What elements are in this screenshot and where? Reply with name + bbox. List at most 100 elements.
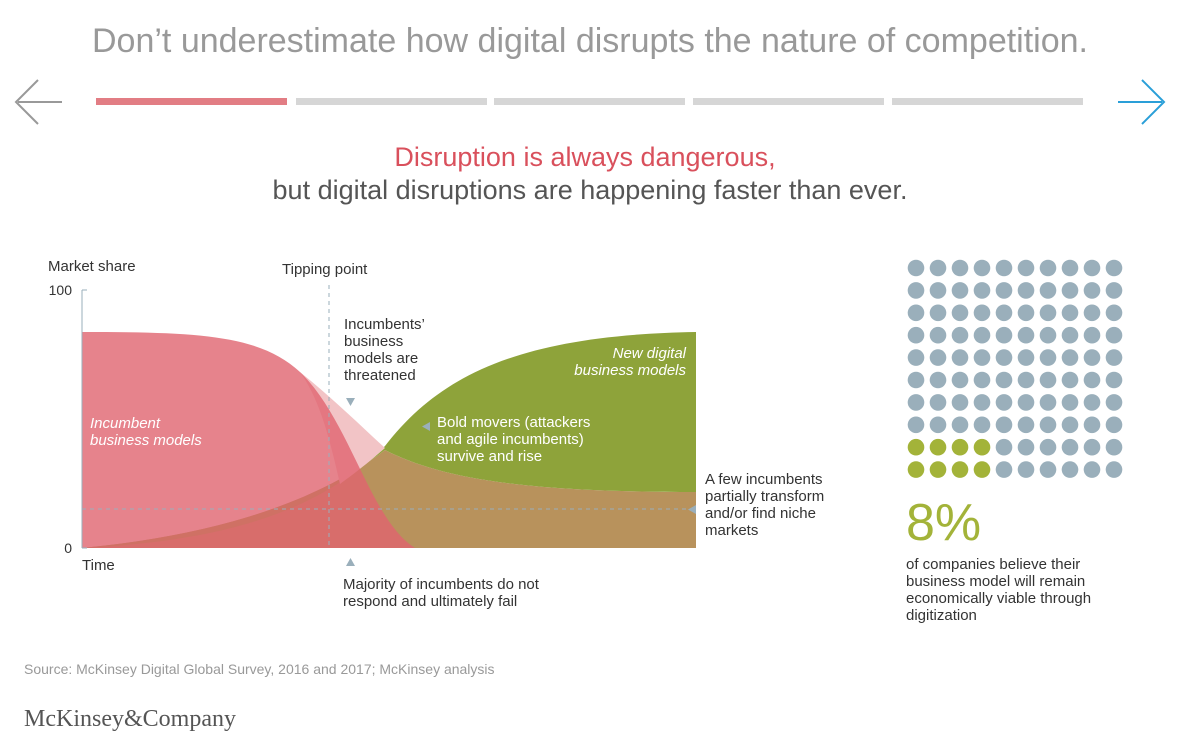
dot <box>951 438 969 456</box>
dot <box>1039 326 1057 344</box>
dot <box>995 371 1013 389</box>
dot <box>995 259 1013 277</box>
dot <box>1017 371 1035 389</box>
chart-areas <box>82 332 696 548</box>
dot <box>1105 282 1123 299</box>
dot <box>1083 371 1101 389</box>
dot <box>1105 438 1123 456</box>
dot <box>995 349 1013 366</box>
dot <box>1105 371 1123 389</box>
dot <box>951 349 969 366</box>
dot <box>973 371 991 389</box>
dot <box>929 416 947 434</box>
dot <box>907 394 925 411</box>
stat-value: 8% <box>906 494 981 552</box>
progress <box>96 98 1083 105</box>
stat-text: economically viable through <box>906 590 1091 607</box>
dot <box>1017 461 1035 478</box>
dot <box>907 326 925 344</box>
dot <box>1039 394 1057 411</box>
annotation: models are <box>344 350 418 367</box>
annotation: business <box>344 333 403 350</box>
dot <box>1017 438 1035 456</box>
dot <box>1083 438 1101 456</box>
dot <box>1061 326 1079 344</box>
dot <box>995 394 1013 411</box>
dot <box>1039 438 1057 456</box>
dot <box>1083 326 1101 344</box>
dot <box>951 326 969 344</box>
dot <box>951 371 969 389</box>
dot <box>1039 416 1057 434</box>
dot <box>929 394 947 411</box>
dot <box>1105 304 1123 322</box>
dot <box>995 438 1013 456</box>
dot <box>1017 282 1035 299</box>
annotation: Majority of incumbents do not <box>343 576 540 593</box>
annotation: threatened <box>344 367 416 384</box>
dot <box>1061 438 1079 456</box>
dot <box>907 416 925 434</box>
x-label: Time <box>82 557 115 574</box>
dot <box>973 438 991 456</box>
dot <box>1061 416 1079 434</box>
dot <box>1039 304 1057 322</box>
annotation: partially transform <box>705 488 824 505</box>
y-tick-label: 100 <box>49 282 73 298</box>
dot <box>1039 259 1057 277</box>
dot <box>1105 259 1123 277</box>
title: Don’t underestimate how digital disrupts… <box>92 22 1088 60</box>
dot <box>1105 394 1123 411</box>
dot <box>929 349 947 366</box>
dot <box>995 282 1013 299</box>
dot <box>907 349 925 366</box>
dot <box>995 326 1013 344</box>
source: Source: McKinsey Digital Global Survey, … <box>24 661 495 677</box>
brand: McKinsey&Company <box>24 706 236 732</box>
dot <box>929 438 947 456</box>
dot <box>929 371 947 389</box>
dot <box>973 282 991 299</box>
dot <box>1017 394 1035 411</box>
dot <box>1061 282 1079 299</box>
dot <box>1083 259 1101 277</box>
dot <box>1083 394 1101 411</box>
dot <box>995 461 1013 478</box>
dot <box>1039 461 1057 478</box>
y-tick-label: 0 <box>64 540 72 556</box>
next-arrow[interactable] <box>1118 79 1166 125</box>
dot <box>1105 326 1123 344</box>
dot <box>1083 416 1101 434</box>
annotation: respond and ultimately fail <box>343 593 517 610</box>
annotation: and/or find niche <box>705 505 816 522</box>
area-label: Incumbent <box>90 415 161 432</box>
dot <box>951 304 969 322</box>
dot <box>1061 259 1079 277</box>
dot <box>1017 259 1035 277</box>
dot-grid <box>907 259 1123 478</box>
dot <box>951 259 969 277</box>
dot <box>907 461 925 478</box>
tipping-label: Tipping point <box>282 261 368 278</box>
dot <box>1017 304 1035 322</box>
dot <box>929 282 947 299</box>
dot <box>973 304 991 322</box>
annotation: markets <box>705 522 758 539</box>
headline: Disruption is always dangerous, <box>394 142 775 172</box>
headline: but digital disruptions are happening fa… <box>273 175 908 205</box>
annotation: and agile incumbents) <box>437 431 584 448</box>
dot <box>1061 349 1079 366</box>
prev-arrow[interactable] <box>14 79 62 125</box>
dot <box>1017 326 1035 344</box>
stat-text: business model will remain <box>906 573 1085 590</box>
annotation: Bold movers (attackers <box>437 414 590 431</box>
dot <box>1061 394 1079 411</box>
area-label: New digital <box>613 345 687 362</box>
dot <box>1083 304 1101 322</box>
dot <box>995 416 1013 434</box>
dot <box>1083 349 1101 366</box>
dot <box>1061 371 1079 389</box>
dot <box>1083 461 1101 478</box>
